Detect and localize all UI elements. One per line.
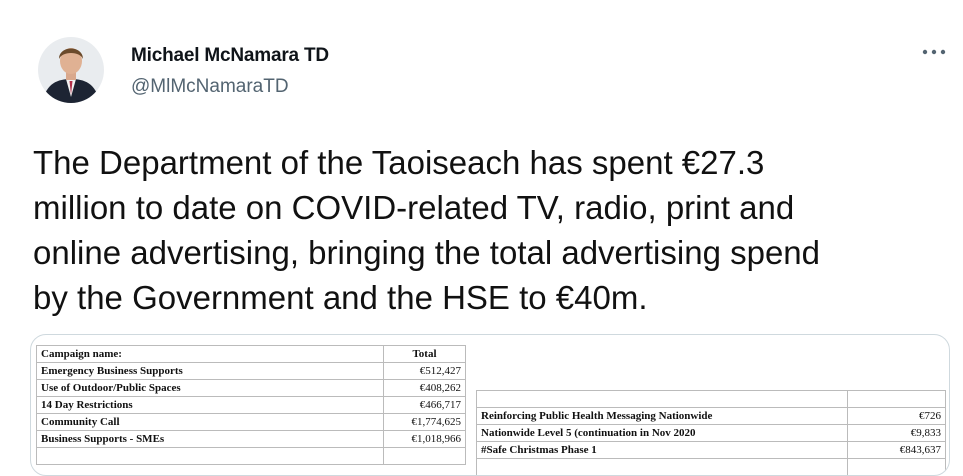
table-row: #Safe Christmas Phase 1€843,637 [477, 442, 946, 459]
label-cell: Nationwide Level 5 (continuation in Nov … [477, 425, 848, 442]
author-name[interactable]: Michael McNamara TD [131, 45, 329, 67]
amount-cell: Total [384, 346, 466, 363]
tweet-text: The Department of the Taoiseach has spen… [33, 140, 958, 320]
amount-cell [848, 391, 946, 408]
table-row [477, 391, 946, 408]
amount-cell: €408,262 [384, 380, 466, 397]
amount-cell: €512,427 [384, 363, 466, 380]
tweet-line: by the Government and the HSE to €40m. [33, 275, 958, 320]
tweet-line: The Department of the Taoiseach has spen… [33, 140, 958, 185]
table-row: Use of Outdoor/Public Spaces€408,262 [37, 380, 466, 397]
table-row [477, 459, 946, 476]
label-cell: Emergency Business Supports [37, 363, 384, 380]
table-row: Community Call€1,774,625 [37, 414, 466, 431]
author-handle[interactable]: @MlMcNamaraTD [131, 76, 289, 98]
amount-cell [848, 459, 946, 476]
label-cell: 14 Day Restrictions [37, 397, 384, 414]
tweet-page: {"author": {"name": "Michael McNamara TD… [0, 0, 963, 459]
label-cell: #Safe Christmas Phase 1 [477, 442, 848, 459]
table-row: Reinforcing Public Health Messaging Nati… [477, 408, 946, 425]
amount-cell: €1,774,625 [384, 414, 466, 431]
tweet-line: online advertising, bringing the total a… [33, 230, 958, 275]
right-table: Reinforcing Public Health Messaging Nati… [476, 390, 946, 476]
amount-cell: €1,018,966 [384, 431, 466, 448]
label-cell: Business Supports - SMEs [37, 431, 384, 448]
amount-cell: €466,717 [384, 397, 466, 414]
label-cell [477, 459, 848, 476]
amount-cell [384, 448, 466, 465]
table-row [37, 448, 466, 465]
label-cell: Community Call [37, 414, 384, 431]
avatar[interactable] [38, 37, 104, 103]
label-cell: Campaign name: [37, 346, 384, 363]
table-row: Business Supports - SMEs€1,018,966 [37, 431, 466, 448]
table-row: 14 Day Restrictions€466,717 [37, 397, 466, 414]
label-cell: Use of Outdoor/Public Spaces [37, 380, 384, 397]
table-row: Nationwide Level 5 (continuation in Nov … [477, 425, 946, 442]
table-row: Emergency Business Supports€512,427 [37, 363, 466, 380]
amount-cell: €9,833 [848, 425, 946, 442]
table-row: Campaign name:Total [37, 346, 466, 363]
label-cell: Reinforcing Public Health Messaging Nati… [477, 408, 848, 425]
amount-cell: €726 [848, 408, 946, 425]
label-cell [37, 448, 384, 465]
amount-cell: €843,637 [848, 442, 946, 459]
tweet-line: million to date on COVID-related TV, rad… [33, 185, 958, 230]
label-cell [477, 391, 848, 408]
more-menu[interactable] [922, 48, 946, 56]
